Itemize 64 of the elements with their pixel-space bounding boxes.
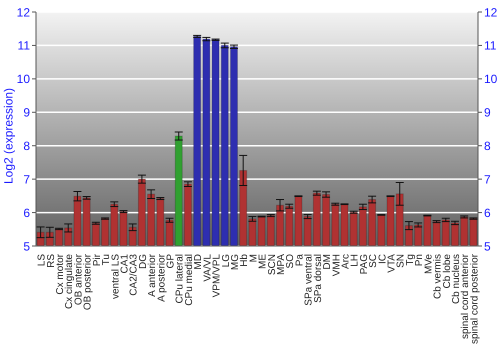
x-tick-label: Arc	[340, 254, 352, 269]
x-tick-label: Hb	[239, 254, 250, 267]
y-tick-label: 11	[18, 38, 30, 53]
x-tick-label: SPa dorsal	[312, 254, 324, 303]
y-tick-label: 8	[23, 138, 30, 153]
x-tick-label: CA2/CA3	[128, 254, 140, 296]
x-tick-label: SO	[285, 254, 296, 268]
y-tick-label: 12	[16, 5, 30, 20]
x-tick-label: CPu lateral	[174, 254, 186, 304]
x-tick-label: Tu	[101, 254, 112, 266]
x-tick-label: SPa ventral	[304, 254, 315, 306]
x-tick-label: LG	[220, 254, 232, 268]
y2-tick-label: 7	[484, 172, 491, 186]
x-tick-label: SCN	[266, 254, 278, 276]
x-tick-label: OB anterior	[73, 253, 84, 306]
x-tick-label: Pir	[92, 253, 103, 266]
x-tick-label: spinal cord posterior	[469, 253, 480, 344]
x-tick-label: GP	[166, 254, 177, 268]
x-tick-label: VMH	[331, 254, 342, 276]
x-tick-label: A posterior	[156, 253, 168, 302]
x-tick-label: ventral LS	[110, 254, 122, 300]
y2-tick-label: 6	[484, 206, 491, 220]
x-tick-label: Cx cingulate	[64, 254, 76, 310]
y2-tick-label: 8	[484, 138, 491, 153]
x-tick-label: MD	[193, 254, 204, 270]
y2-tick-label: 9	[484, 106, 491, 120]
x-tick-label: DM	[322, 254, 334, 270]
x-tick-label: spinal cord anterior	[460, 253, 472, 340]
x-tick-label: ME	[258, 254, 269, 269]
x-tick-label: DG	[138, 254, 149, 269]
y-tick-label: 9	[23, 106, 30, 120]
x-tick-label: CPu medial	[184, 254, 195, 306]
x-tick-label: Tg	[404, 254, 416, 266]
x-tick-label: IC	[377, 254, 388, 264]
x-tick-label: SN	[396, 254, 407, 268]
x-tick-label: MPA	[276, 254, 288, 275]
y2-tick-label: 12	[484, 5, 498, 20]
y-tick-label: 5	[23, 239, 30, 254]
x-tick-label: RS	[46, 254, 57, 268]
x-tick-label: LH	[350, 254, 361, 267]
x-tick-label: Pn	[414, 254, 426, 266]
y2-tick-label: 5	[484, 239, 491, 254]
x-tick-label: OB posterior	[82, 253, 94, 310]
x-tick-label: Cb lobe	[442, 254, 453, 288]
x-tick-label: VTA	[386, 254, 398, 273]
x-tick-label: VA/VL	[202, 254, 214, 282]
y-tick-label: 7	[23, 172, 30, 186]
x-tick-label: CA1	[119, 254, 130, 274]
x-tick-label: MG	[230, 254, 241, 270]
x-tick-label: MVe	[423, 254, 434, 274]
x-tick-label: Cb nucleus	[450, 254, 462, 304]
x-tick-label: M	[248, 254, 260, 262]
y-axis-title: Log2 (expression)	[1, 88, 16, 184]
x-tick-label: Pa	[294, 254, 306, 266]
y-tick-label: 10	[16, 72, 30, 86]
x-tick-label: VPM/VPL	[212, 254, 223, 298]
x-tick-label: Cb vermis	[432, 254, 444, 300]
y-tick-label: 6	[23, 206, 30, 220]
x-tick-label: LS	[36, 254, 48, 266]
y2-tick-label: 10	[484, 72, 498, 86]
y2-tick-label: 11	[484, 38, 497, 53]
x-tick-label: SC	[368, 254, 380, 268]
x-tick-label: A anterior	[147, 253, 158, 297]
x-tick-label: PAG	[358, 254, 370, 274]
